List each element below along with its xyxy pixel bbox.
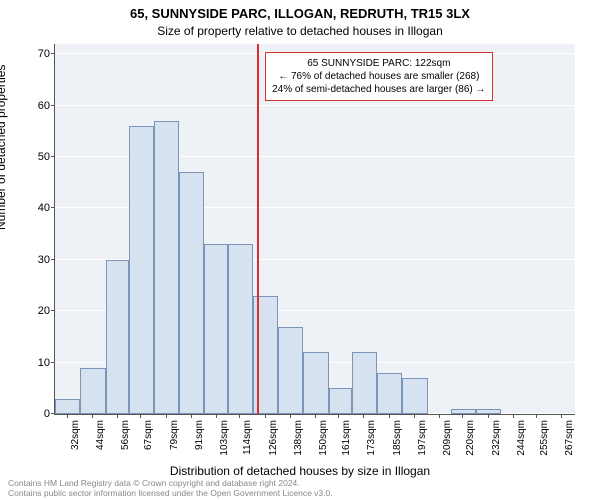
x-tick-label: 126sqm: [268, 420, 279, 456]
histogram-bar: [154, 121, 179, 414]
x-tick-mark: [140, 414, 141, 418]
histogram-bar: [80, 368, 105, 414]
reference-line: [257, 44, 259, 414]
x-tick-label: 267sqm: [564, 420, 575, 456]
annotation-box: 65 SUNNYSIDE PARC: 122sqm← 76% of detach…: [265, 52, 492, 101]
footer-line2: Contains public sector information licen…: [8, 489, 592, 498]
x-tick-mark: [561, 414, 562, 418]
y-tick-mark: [51, 53, 55, 54]
x-tick-label: 79sqm: [169, 420, 180, 450]
y-tick-label: 20: [32, 305, 50, 317]
x-tick-label: 91sqm: [194, 420, 205, 450]
y-tick-mark: [51, 310, 55, 311]
footer-attribution: Contains HM Land Registry data © Crown c…: [8, 479, 592, 498]
y-tick-label: 50: [32, 151, 50, 163]
x-tick-mark: [166, 414, 167, 418]
histogram-bar: [377, 373, 402, 414]
y-tick-label: 40: [32, 202, 50, 214]
histogram-bar: [106, 260, 129, 414]
x-tick-mark: [488, 414, 489, 418]
histogram-bar: [329, 388, 352, 414]
x-tick-label: 197sqm: [417, 420, 428, 456]
x-tick-mark: [363, 414, 364, 418]
x-tick-mark: [439, 414, 440, 418]
y-tick-label: 0: [32, 408, 50, 420]
x-tick-label: 56sqm: [120, 420, 131, 450]
histogram-bar: [451, 409, 476, 414]
x-tick-label: 185sqm: [392, 420, 403, 456]
x-tick-label: 103sqm: [219, 420, 230, 456]
annot-line: ← 76% of detached houses are smaller (26…: [272, 70, 485, 83]
x-axis-label: Distribution of detached houses by size …: [0, 464, 600, 478]
x-tick-label: 220sqm: [465, 420, 476, 456]
x-tick-label: 44sqm: [95, 420, 106, 450]
x-tick-mark: [338, 414, 339, 418]
x-tick-mark: [239, 414, 240, 418]
x-tick-label: 232sqm: [491, 420, 502, 456]
y-axis-label: Number of detached properties: [0, 65, 8, 230]
x-tick-label: 67sqm: [143, 420, 154, 450]
y-tick-mark: [51, 207, 55, 208]
x-tick-label: 209sqm: [442, 420, 453, 456]
x-tick-label: 244sqm: [516, 420, 527, 456]
x-tick-label: 114sqm: [242, 420, 253, 455]
histogram-bar: [402, 378, 427, 414]
chart-container: 65, SUNNYSIDE PARC, ILLOGAN, REDRUTH, TR…: [0, 0, 600, 500]
histogram-bar: [129, 126, 154, 414]
annot-line: 24% of semi-detached houses are larger (…: [272, 83, 485, 96]
histogram-bar: [476, 409, 501, 414]
y-tick-mark: [51, 362, 55, 363]
x-tick-label: 161sqm: [341, 420, 352, 456]
histogram-bar: [179, 172, 204, 414]
plot-area: 65 SUNNYSIDE PARC: 122sqm← 76% of detach…: [54, 44, 575, 415]
x-tick-label: 138sqm: [293, 420, 304, 456]
x-tick-mark: [117, 414, 118, 418]
y-tick-mark: [51, 156, 55, 157]
annot-line: 65 SUNNYSIDE PARC: 122sqm: [272, 57, 485, 70]
x-tick-mark: [92, 414, 93, 418]
y-tick-label: 30: [32, 254, 50, 266]
y-tick-label: 10: [32, 357, 50, 369]
title-sub: Size of property relative to detached ho…: [0, 24, 600, 38]
histogram-bar: [55, 399, 80, 414]
y-tick-mark: [51, 259, 55, 260]
gridline: [55, 105, 575, 106]
x-tick-mark: [67, 414, 68, 418]
x-tick-mark: [536, 414, 537, 418]
x-tick-label: 173sqm: [366, 420, 377, 456]
x-tick-mark: [315, 414, 316, 418]
x-tick-mark: [216, 414, 217, 418]
y-tick-label: 70: [32, 48, 50, 60]
histogram-bar: [228, 244, 253, 414]
histogram-bar: [204, 244, 227, 414]
x-tick-mark: [265, 414, 266, 418]
x-tick-mark: [389, 414, 390, 418]
x-tick-mark: [462, 414, 463, 418]
histogram-bar: [352, 352, 377, 414]
histogram-bar: [303, 352, 328, 414]
y-tick-label: 60: [32, 100, 50, 112]
x-tick-label: 32sqm: [70, 420, 81, 450]
title-main: 65, SUNNYSIDE PARC, ILLOGAN, REDRUTH, TR…: [0, 6, 600, 21]
x-tick-mark: [414, 414, 415, 418]
y-tick-mark: [51, 105, 55, 106]
x-tick-label: 150sqm: [318, 420, 329, 456]
x-tick-mark: [290, 414, 291, 418]
x-tick-mark: [513, 414, 514, 418]
x-tick-mark: [191, 414, 192, 418]
x-tick-label: 255sqm: [539, 420, 550, 456]
histogram-bar: [278, 327, 303, 414]
